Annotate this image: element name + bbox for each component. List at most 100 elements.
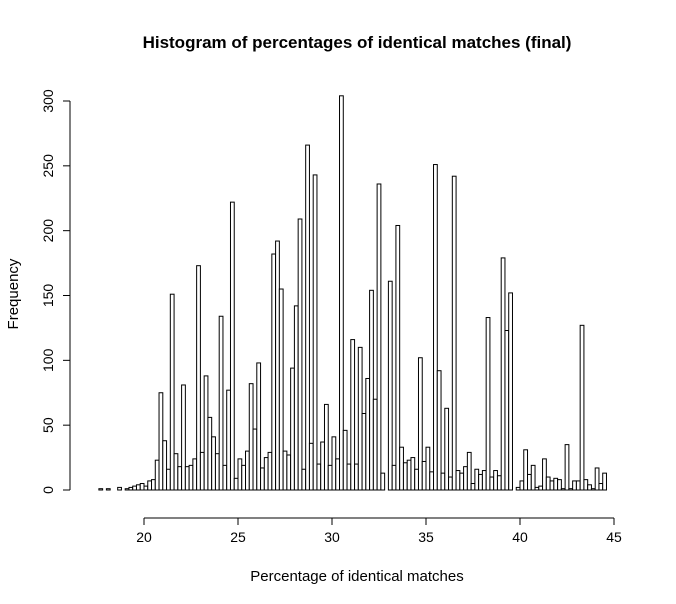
histogram-bar [493,470,498,491]
histogram-bar [177,466,183,491]
histogram-bar [339,95,344,491]
histogram-bar [320,441,325,491]
histogram-bar [162,440,168,491]
histogram-bar [557,479,562,491]
histogram-bar [357,346,363,491]
histogram-bar [579,324,585,491]
histogram-bar [406,459,412,491]
histogram-bar [252,428,258,491]
histogram-bar [248,383,254,491]
histogram-bar [346,463,352,491]
histogram-bar [417,357,423,491]
histogram-bar [218,315,224,491]
histogram-bar [451,175,457,491]
histogram-bar [504,330,510,491]
y-tick-label: 150 [40,284,56,308]
histogram-bar [199,451,205,491]
histogram-bar [158,392,164,491]
histogram-bar [184,466,190,491]
histogram-bar [410,457,416,491]
histogram-bar [387,280,393,491]
histogram-bar [590,488,596,491]
histogram-bar [350,339,356,491]
histogram-bar [282,450,288,491]
histogram-bar [399,446,404,491]
y-tick-label: 100 [40,348,56,372]
histogram-bar [286,454,292,491]
histogram-bar [365,377,371,491]
histogram-bar [489,476,495,491]
y-tick-label: 300 [40,89,56,113]
x-tick-label: 30 [324,529,340,545]
histogram-bar [474,468,480,491]
histogram-bar [192,458,198,491]
histogram-bar [117,486,122,491]
histogram-bar [587,484,592,491]
histogram-bar [222,464,228,491]
histogram-bar [568,488,574,491]
histogram-bar [572,480,577,491]
histogram-bar [421,460,427,491]
histogram-bar [188,464,194,491]
histogram-bar [444,407,450,491]
histogram-bar [523,449,529,491]
histogram-bar [301,468,307,491]
histogram-bar [297,218,303,491]
histogram-bar [542,458,547,491]
histogram-bar [316,463,322,491]
histogram-bar [226,389,231,491]
histogram-bar [519,480,525,491]
x-tick-label: 45 [606,529,622,545]
x-axis-label: Percentage of identical matches [250,568,463,585]
histogram-bar [515,486,521,491]
histogram-bar [369,289,374,491]
histogram-bar [233,477,239,491]
histogram-bar [560,488,566,491]
histogram-bar [312,174,318,491]
histogram-bar [203,375,209,491]
histogram-bar [135,484,141,491]
y-tick-label: 50 [40,417,56,433]
histogram-bar [455,470,461,491]
histogram-bar [425,446,431,491]
histogram-bar [263,457,269,491]
x-axis: 20 25 30 35 40 45 [136,517,622,545]
histogram-bar [395,224,401,491]
histogram-bar [354,463,359,491]
histogram-bar [466,451,472,491]
histogram-bar [440,472,446,491]
histogram-bar [128,486,134,491]
x-tick-label: 40 [512,529,528,545]
histogram-bar [463,466,468,491]
histogram-bar [342,429,348,491]
histogram-bar [305,144,310,491]
histogram-bar [181,384,186,491]
histogram-bar [271,253,277,491]
histogram-bar [335,458,341,491]
histogram-bar [448,476,453,491]
x-tick-label: 35 [418,529,434,545]
y-tick-label: 0 [40,486,56,494]
histogram-bar [237,458,243,491]
histogram-bar [260,467,265,491]
histogram-bar [508,292,513,491]
histogram-bar [173,453,179,491]
histogram-bar [478,473,483,491]
histogram-bar [598,483,604,491]
histogram-bar [151,479,156,491]
histogram-bar [245,450,250,491]
histogram-bar [323,403,329,491]
histogram-bar [278,288,284,491]
histogram-bar [575,480,581,491]
histogram-bars [98,95,607,491]
histogram-bar [372,398,378,491]
histogram-bar [391,464,397,491]
y-tick-label: 250 [40,154,56,178]
histogram-bar [169,293,175,491]
histogram-bar [211,436,216,491]
histogram-bar [545,476,551,491]
histogram-bar [256,362,262,491]
histogram-bar [293,305,299,491]
histogram-bar [98,488,104,491]
histogram-bar [459,472,465,491]
